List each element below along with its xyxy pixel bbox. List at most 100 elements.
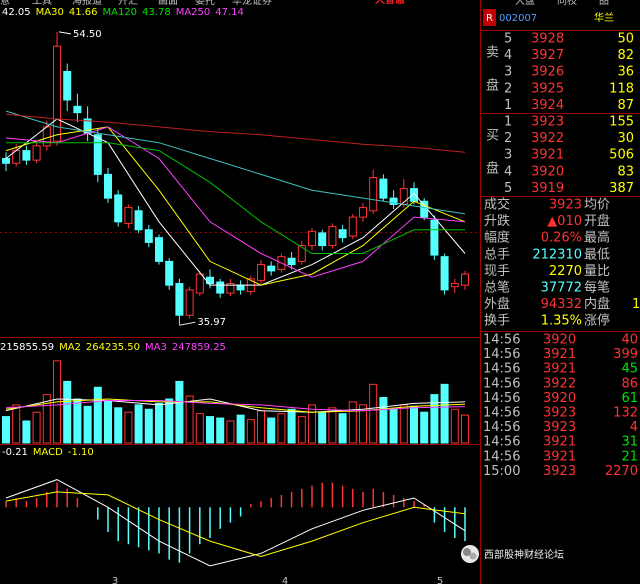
ma-line bbox=[5, 113, 466, 153]
candle-body bbox=[389, 197, 398, 205]
volume-bar bbox=[134, 404, 143, 444]
trade-volume: 132 bbox=[613, 406, 638, 421]
trade-volume: 31 bbox=[621, 435, 638, 450]
legend-item: -0.21 bbox=[2, 447, 28, 458]
ma-line bbox=[5, 126, 466, 278]
stat-value: 1.35% bbox=[541, 314, 582, 329]
book-price: 3926 bbox=[531, 65, 564, 80]
level: 4 bbox=[504, 48, 512, 63]
candle-body bbox=[318, 232, 327, 247]
volume-bar bbox=[2, 416, 10, 444]
x-axis-label: 3 bbox=[112, 576, 118, 584]
candle-body bbox=[175, 283, 184, 316]
legend: -0.21 MACD -1.10 bbox=[2, 447, 94, 458]
volume-bar bbox=[399, 404, 408, 444]
volume-bar bbox=[257, 410, 265, 444]
volume-bar bbox=[93, 386, 102, 444]
book-volume: 118 bbox=[609, 81, 634, 96]
legend-item: MACD bbox=[33, 447, 63, 458]
annotation-leader bbox=[179, 321, 196, 326]
candle-body bbox=[22, 150, 31, 161]
volume-bar bbox=[308, 404, 316, 444]
volume-bar bbox=[63, 380, 72, 444]
trade-volume: 86 bbox=[621, 376, 638, 391]
volume-bar bbox=[430, 394, 439, 444]
book-side-label: 买 bbox=[486, 129, 499, 144]
candle-body bbox=[63, 70, 72, 101]
trade-time: 14:56 bbox=[483, 347, 520, 362]
volume-bar bbox=[185, 395, 194, 444]
volume-bar bbox=[246, 419, 255, 444]
book-volume: 387 bbox=[609, 181, 634, 196]
volume-bar bbox=[328, 407, 337, 444]
stat-name: 外盘 bbox=[484, 296, 510, 312]
volume-bar bbox=[410, 405, 418, 444]
book-volume: 506 bbox=[609, 148, 634, 163]
book-volume: 36 bbox=[617, 65, 634, 80]
book-price: 3919 bbox=[531, 181, 564, 196]
legend-item: 264235.50 bbox=[86, 342, 140, 353]
trade-volume: 45 bbox=[621, 362, 638, 377]
legend-item: -1.10 bbox=[68, 447, 94, 458]
volume-bar bbox=[83, 405, 92, 444]
stat-name: 每笔 bbox=[584, 280, 610, 296]
level: 2 bbox=[504, 81, 512, 96]
volume-bar bbox=[114, 407, 123, 444]
candle-body bbox=[53, 45, 61, 142]
stat-name: 升跌 bbox=[484, 213, 510, 229]
book-volume: 30 bbox=[617, 131, 634, 146]
book-price: 3924 bbox=[531, 98, 564, 113]
code-badge: R bbox=[486, 13, 493, 24]
ma-line bbox=[5, 110, 466, 215]
menu-item: 委托 bbox=[195, 0, 215, 7]
menu-item: 华龙证券 bbox=[232, 0, 272, 7]
stat-name: 量比 bbox=[584, 264, 610, 279]
volume-bar bbox=[32, 411, 41, 444]
candle-body bbox=[450, 283, 459, 288]
x-axis-label: 4 bbox=[282, 576, 288, 584]
candle-body bbox=[226, 283, 235, 294]
volume-bar bbox=[461, 414, 469, 444]
book-price: 3921 bbox=[531, 148, 564, 163]
book-volume: 50 bbox=[617, 32, 634, 47]
volume-bar bbox=[359, 404, 367, 444]
candle-body bbox=[420, 200, 429, 218]
stat-name: 成交 bbox=[484, 197, 510, 213]
trade-time: 14:56 bbox=[483, 406, 520, 421]
volume-bar bbox=[420, 411, 429, 444]
candle-body bbox=[134, 210, 143, 231]
book-side-label: 盘 bbox=[486, 161, 499, 177]
trade-price: 3921 bbox=[543, 435, 576, 450]
stat-value: 0.26% bbox=[541, 231, 582, 246]
volume-bar bbox=[22, 420, 31, 444]
candle-body bbox=[93, 134, 102, 175]
trade-time: 14:56 bbox=[483, 362, 520, 377]
level: 5 bbox=[504, 181, 512, 196]
candle-body bbox=[430, 219, 439, 256]
low-label: 35.97 bbox=[197, 317, 226, 328]
stat-name: 最高 bbox=[584, 230, 610, 246]
trade-price: 3920 bbox=[543, 391, 576, 406]
trade-price: 3923 bbox=[543, 406, 576, 421]
trade-price: 3921 bbox=[543, 449, 576, 464]
book-volume: 155 bbox=[609, 115, 634, 130]
candle-body bbox=[144, 229, 153, 243]
stat-name: 总手 bbox=[484, 247, 510, 262]
trade-volume: 4 bbox=[630, 420, 638, 435]
trade-price: 3923 bbox=[543, 464, 576, 479]
volume-bar bbox=[124, 411, 133, 444]
candle-body bbox=[124, 207, 133, 224]
candle-body bbox=[379, 178, 388, 199]
menu-item: 升汇 bbox=[118, 0, 138, 7]
trade-volume: 2270 bbox=[605, 464, 638, 479]
trade-price: 3921 bbox=[543, 362, 576, 377]
level: 1 bbox=[504, 115, 512, 130]
candle-body bbox=[185, 289, 194, 316]
trade-time: 14:56 bbox=[483, 420, 520, 435]
volume-ma-line bbox=[5, 400, 466, 412]
volume-bar bbox=[440, 383, 449, 444]
candle-body bbox=[267, 265, 276, 272]
volume-bar bbox=[206, 416, 214, 444]
